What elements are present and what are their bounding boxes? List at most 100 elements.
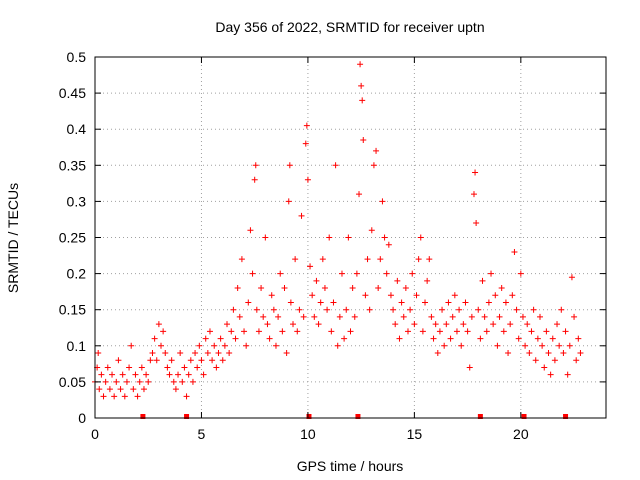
x-axis-ticks: 0 5 10 15 20 [91, 57, 529, 442]
data-point [532, 357, 539, 364]
data-point [175, 371, 182, 378]
data-point [464, 328, 471, 335]
data-point [396, 335, 403, 342]
data-point [258, 285, 265, 292]
data-point [98, 371, 105, 378]
data-point [390, 306, 397, 313]
data-point [290, 321, 297, 328]
x-tick-label: 15 [407, 426, 423, 442]
data-point [517, 270, 524, 277]
data-point [326, 234, 333, 241]
data-point [296, 306, 303, 313]
data-point [328, 328, 335, 335]
data-point [145, 378, 152, 385]
data-point [519, 313, 526, 320]
data-point [200, 371, 207, 378]
data-point [281, 285, 288, 292]
data-point [558, 306, 565, 313]
data-point [404, 328, 411, 335]
data-point [119, 371, 126, 378]
data-point [496, 313, 503, 320]
data-point [211, 342, 218, 349]
data-point [456, 306, 463, 313]
data-point [449, 313, 456, 320]
data-point [485, 299, 492, 306]
data-point [236, 313, 243, 320]
data-point [554, 321, 561, 328]
data-point [483, 328, 490, 335]
data-point [398, 299, 405, 306]
data-point [230, 306, 237, 313]
data-point [275, 313, 282, 320]
data-point [332, 162, 339, 169]
data-point [243, 342, 250, 349]
data-point [317, 299, 324, 306]
data-point [106, 386, 113, 393]
data-point [502, 299, 509, 306]
data-point [192, 350, 199, 357]
data-point [303, 122, 310, 129]
data-point [179, 378, 186, 385]
data-point [411, 321, 418, 328]
y-tick-label: 0.1 [67, 338, 87, 354]
data-point [551, 357, 558, 364]
data-point [515, 335, 522, 342]
data-point [366, 306, 373, 313]
data-point [304, 176, 311, 183]
data-point [253, 306, 260, 313]
data-point [272, 342, 279, 349]
data-point [488, 270, 495, 277]
data-point [102, 378, 109, 385]
data-point [189, 378, 196, 385]
data-point [143, 371, 150, 378]
data-point [424, 277, 431, 284]
data-point [507, 321, 514, 328]
data-point [447, 335, 454, 342]
data-point [505, 350, 512, 357]
data-point [149, 350, 156, 357]
data-point [209, 357, 216, 364]
baseline-marker [521, 414, 527, 419]
data-point [368, 227, 375, 234]
data-point [330, 299, 337, 306]
y-tick-label: 0.25 [59, 230, 86, 246]
data-point [500, 328, 507, 335]
data-point [279, 328, 286, 335]
data-point [177, 350, 184, 357]
data-point [181, 364, 188, 371]
data-point [481, 313, 488, 320]
data-point [575, 335, 582, 342]
data-point [477, 335, 484, 342]
data-point [547, 371, 554, 378]
data-point [364, 256, 371, 263]
data-point [453, 328, 460, 335]
data-point [430, 335, 437, 342]
data-point [300, 313, 307, 320]
data-point [162, 350, 169, 357]
y-tick-label: 0.35 [59, 157, 86, 173]
data-point [400, 313, 407, 320]
data-point [168, 357, 175, 364]
data-point [104, 364, 111, 371]
data-point [479, 277, 486, 284]
data-point [252, 162, 259, 169]
data-point [415, 256, 422, 263]
data-point [370, 162, 377, 169]
x-tick-label: 20 [513, 426, 529, 442]
data-point [121, 393, 128, 400]
y-tick-label: 0 [78, 410, 86, 426]
data-point [458, 342, 465, 349]
data-point [347, 328, 354, 335]
data-point [571, 313, 578, 320]
data-point [315, 321, 322, 328]
data-point [313, 277, 320, 284]
data-point [309, 292, 316, 299]
baseline-marker [184, 414, 190, 419]
data-point [262, 234, 269, 241]
data-point [136, 378, 143, 385]
data-point [494, 342, 501, 349]
data-point [468, 313, 475, 320]
data-point [445, 299, 452, 306]
data-point [249, 270, 256, 277]
data-point [573, 357, 580, 364]
